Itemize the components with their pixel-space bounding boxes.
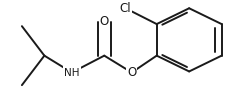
Text: O: O bbox=[126, 66, 136, 79]
Text: Cl: Cl bbox=[119, 2, 131, 15]
Text: NH: NH bbox=[64, 67, 79, 77]
Text: O: O bbox=[99, 15, 108, 28]
